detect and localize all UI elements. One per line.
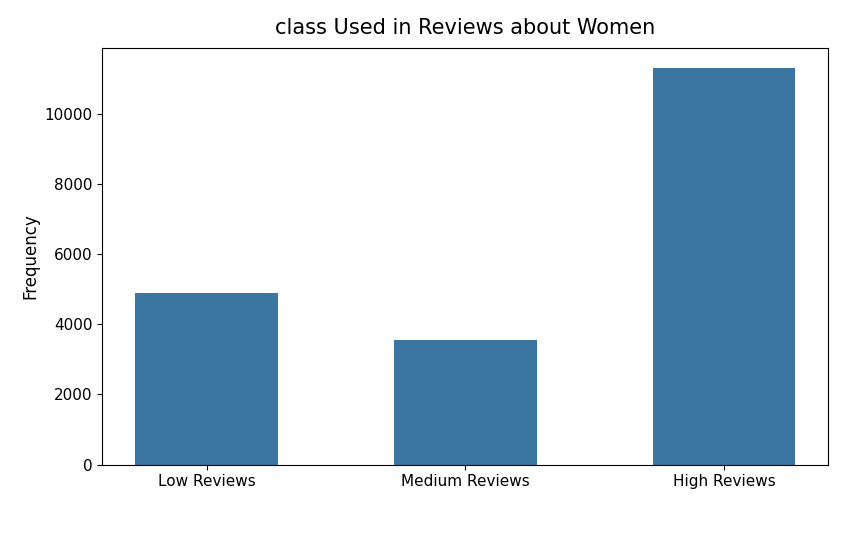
Title: class Used in Reviews about Women: class Used in Reviews about Women: [275, 18, 655, 38]
Y-axis label: Frequency: Frequency: [21, 214, 39, 299]
Bar: [394, 340, 536, 465]
Bar: [136, 293, 277, 465]
Bar: [653, 68, 794, 465]
